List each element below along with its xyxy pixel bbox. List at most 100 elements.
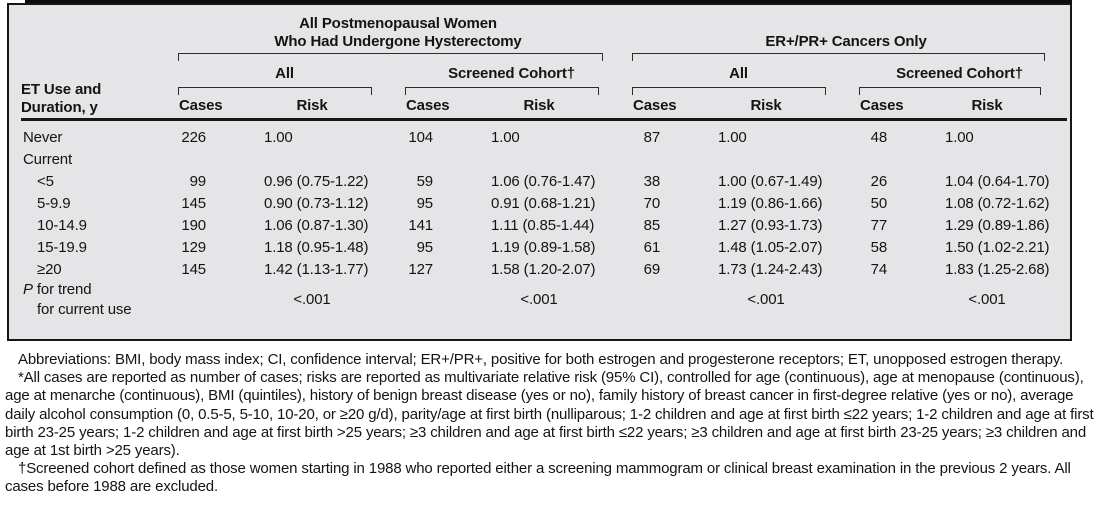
risk-value: 0.90 (0.73-1.12) <box>264 194 369 212</box>
risk-value: 1.83 (1.25-2.68) <box>945 260 1050 278</box>
row-label: 5-9.9 <box>37 194 71 212</box>
risk-value: 1.29 (0.89-1.86) <box>945 216 1050 234</box>
risk-value <box>226 148 398 170</box>
subgroup-bracket <box>859 87 1042 95</box>
table-row: Current <box>21 148 1067 170</box>
group2-title-line1: ER+/PR+ Cancers Only <box>765 33 927 50</box>
footnote-asterisk: *All cases are reported as number of cas… <box>5 369 1094 460</box>
p-trend-value: <.001 <box>293 291 331 308</box>
cases-value: 59 <box>416 172 434 190</box>
subgroup-bracket-row <box>21 85 1067 95</box>
table-row: 15-19.9 129 1.18 (0.95-1.48) 95 1.19 (0.89-1… <box>21 236 1067 258</box>
risk-value: 1.00 (0.67-1.49) <box>718 172 823 190</box>
col-header-cases: Cases <box>625 95 681 121</box>
table-row: <5 99 0.96 (0.75-1.22) 59 1.06 (0.76-1.47) 38… <box>21 170 1067 192</box>
risk-value: 1.00 <box>491 128 520 146</box>
group-bracket-row <box>21 51 1067 61</box>
row-header-line2: Duration, y <box>21 99 98 117</box>
col-header-cases: Cases <box>852 95 908 121</box>
cases-value: 69 <box>643 260 661 278</box>
cases-value: 87 <box>643 128 661 146</box>
cases-value: 58 <box>870 238 888 256</box>
subgroup-header-row: All Screened Cohort† All Screened Cohort… <box>21 61 1067 85</box>
cases-value: 26 <box>870 172 888 190</box>
cases-value: 38 <box>643 172 661 190</box>
results-table: ET Use and Duration, y All Postmenopausa… <box>21 15 1068 320</box>
group1-title-line1: All Postmenopausal Women <box>299 15 497 32</box>
cases-value <box>171 148 226 170</box>
risk-value: 1.08 (0.72-1.62) <box>945 194 1050 212</box>
subgroup-g1-all: All <box>275 65 294 82</box>
table-row: 5-9.9 145 0.90 (0.73-1.12) 95 0.91 (0.68-1.2… <box>21 192 1067 214</box>
row-header: ET Use and Duration, y <box>21 15 171 121</box>
cases-value <box>398 148 453 170</box>
cases-value <box>852 148 907 170</box>
subgroup-bracket <box>632 87 827 95</box>
risk-value: 0.91 (0.68-1.21) <box>491 194 596 212</box>
risk-value: 1.11 (0.85-1.44) <box>491 216 595 234</box>
cases-value: 104 <box>408 128 433 146</box>
risk-value: 0.96 (0.75-1.22) <box>264 172 369 190</box>
empty-cell <box>852 280 907 319</box>
subgroup-g1-screened: Screened Cohort† <box>448 65 575 82</box>
p-trend-value: <.001 <box>747 291 785 308</box>
p-trend-value: <.001 <box>968 291 1006 308</box>
risk-value <box>907 148 1067 170</box>
row-header-line1: ET Use and <box>21 80 102 98</box>
cases-value: 48 <box>870 128 888 146</box>
empty-cell <box>398 280 453 319</box>
col-header-cases: Cases <box>398 95 453 121</box>
risk-value <box>453 148 625 170</box>
subgroup-bracket <box>405 87 600 95</box>
col-header-risk: Risk <box>907 95 1068 121</box>
risk-value: 1.48 (1.05-2.07) <box>718 238 823 256</box>
cases-value: 74 <box>870 260 888 278</box>
cases-value: 145 <box>181 260 206 278</box>
subgroup-g2-all: All <box>729 65 748 82</box>
group2-bracket <box>632 53 1046 61</box>
risk-value: 1.19 (0.89-1.58) <box>491 238 596 256</box>
risk-value: 1.06 (0.76-1.47) <box>491 172 596 190</box>
row-label: ≥20 <box>37 260 62 278</box>
risk-value <box>680 148 852 170</box>
row-label: 15-19.9 <box>37 238 87 256</box>
table-body: Never 226 1.00 104 1.00 87 1.00 48 1.00 Current <5… <box>21 120 1067 320</box>
col-header-cases: Cases <box>171 95 226 121</box>
row-label: Current <box>23 150 72 168</box>
footnote-abbreviations: Abbreviations: BMI, body mass index; CI,… <box>18 351 1064 368</box>
group-title-hysterectomy: All Postmenopausal Women Who Had Undergo… <box>171 15 625 51</box>
cases-value: 70 <box>643 194 661 212</box>
row-label: <5 <box>37 172 54 190</box>
p-trend-value: <.001 <box>520 291 558 308</box>
risk-value: 1.58 (1.20-2.07) <box>491 260 596 278</box>
cases-value: 99 <box>189 172 207 190</box>
risk-value: 1.19 (0.86-1.66) <box>718 194 823 212</box>
cases-value: 127 <box>408 260 433 278</box>
col-header-risk: Risk <box>680 95 853 121</box>
empty-cell <box>171 280 226 319</box>
subgroup-g2-screened: Screened Cohort† <box>896 65 1023 82</box>
results-table-panel: ET Use and Duration, y All Postmenopausa… <box>7 3 1072 341</box>
table-row: Never 226 1.00 104 1.00 87 1.00 48 1.00 <box>21 120 1067 149</box>
cases-value: 61 <box>643 238 661 256</box>
risk-value: 1.42 (1.13-1.77) <box>264 260 369 278</box>
risk-value: 1.18 (0.95-1.48) <box>264 238 369 256</box>
cases-value <box>625 148 680 170</box>
group1-title-line2: Who Had Undergone Hysterectomy <box>274 33 522 50</box>
group-header-row: ET Use and Duration, y All Postmenopausa… <box>21 15 1067 121</box>
risk-value: 1.00 <box>718 128 747 146</box>
p-trend-label: P for trend for current use <box>23 281 132 318</box>
cases-value: 85 <box>643 216 661 234</box>
group1-bracket <box>178 53 604 61</box>
cases-value: 50 <box>870 194 888 212</box>
col-header-risk: Risk <box>226 95 398 121</box>
cases-value: 95 <box>416 194 434 212</box>
cases-value: 77 <box>870 216 888 234</box>
row-label: 10-14.9 <box>37 216 87 234</box>
empty-cell <box>625 280 680 319</box>
footnotes: Abbreviations: BMI, body mass index; CI,… <box>5 351 1094 497</box>
p-trend-row: P for trend for current use <.001 <.001 <.00… <box>21 280 1067 319</box>
risk-value: 1.06 (0.87-1.30) <box>264 216 369 234</box>
group-title-erpr: ER+/PR+ Cancers Only <box>625 15 1067 51</box>
